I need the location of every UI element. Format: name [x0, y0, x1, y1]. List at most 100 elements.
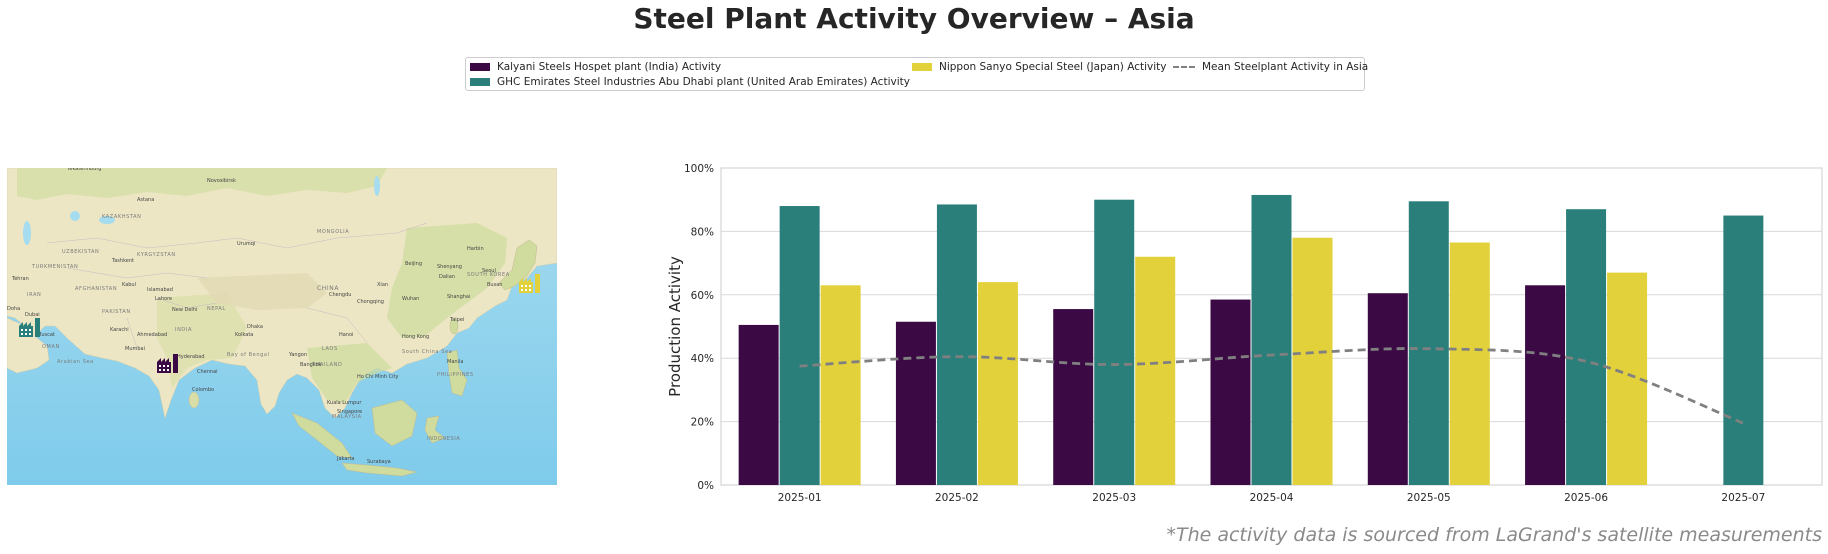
land-borneo: [371, 399, 418, 447]
x-tick-label: 2025-05: [1407, 492, 1451, 504]
factory-icon-nippon: [519, 274, 540, 293]
bar-ghc: [779, 206, 820, 486]
land-green-india: [157, 293, 247, 388]
land-green-north: [17, 168, 387, 200]
bar-nippon: [820, 285, 861, 485]
svg-text:Jakarta: Jakarta: [336, 456, 355, 462]
x-tick-label: 2025-03: [1092, 492, 1136, 504]
legend-label-ghc: GHC Emirates Steel Industries Abu Dhabi …: [497, 76, 910, 88]
svg-text:Islamabad: Islamabad: [147, 287, 173, 293]
svg-text:Bay of Bengal: Bay of Bengal: [227, 352, 270, 358]
bar-kalyani: [1525, 285, 1566, 485]
svg-text:Seoul: Seoul: [482, 268, 496, 274]
bar-kalyani: [1210, 299, 1251, 485]
svg-text:South China Sea: South China Sea: [402, 349, 452, 355]
country-borders: [46, 222, 428, 349]
svg-text:Arabian Sea: Arabian Sea: [57, 359, 94, 365]
asia-map: KAZAKHSTAN MONGOLIA CHINA INDIA TURKMENI…: [7, 168, 557, 485]
bar-nippon: [1449, 242, 1490, 485]
y-tick-label: 80%: [691, 226, 714, 238]
bar-ghc: [1723, 215, 1764, 486]
map-svg: KAZAKHSTAN MONGOLIA CHINA INDIA TURKMENI…: [7, 168, 557, 485]
svg-text:Tashkent: Tashkent: [111, 258, 134, 264]
x-tick-label: 2025-07: [1721, 492, 1765, 504]
land-green-east: [387, 223, 507, 338]
svg-text:Wuhan: Wuhan: [402, 296, 419, 302]
svg-text:Novosibirsk: Novosibirsk: [207, 178, 236, 184]
legend-label-kalyani: Kalyani Steels Hospet plant (India) Acti…: [497, 61, 722, 73]
svg-text:LAOS: LAOS: [322, 346, 338, 352]
x-tick-label: 2025-04: [1250, 492, 1294, 504]
svg-text:Harbin: Harbin: [467, 246, 484, 252]
bar-nippon: [977, 282, 1018, 485]
y-tick-label: 40%: [691, 353, 714, 365]
svg-text:MALAYSIA: MALAYSIA: [332, 414, 362, 420]
bar-kalyani: [1053, 309, 1094, 485]
svg-text:Astana: Astana: [137, 197, 154, 203]
bar-ghc: [1251, 194, 1292, 485]
legend-line-mean: [1173, 66, 1195, 68]
svg-text:Dubai: Dubai: [25, 312, 40, 318]
svg-text:Mumbai: Mumbai: [125, 346, 145, 352]
land-philippines: [446, 349, 468, 397]
svg-text:Shanghai: Shanghai: [447, 294, 470, 300]
svg-text:AFGHANISTAN: AFGHANISTAN: [75, 286, 117, 292]
legend-label-nippon: Nippon Sanyo Special Steel (Japan) Activ…: [939, 61, 1167, 73]
legend-label-mean: Mean Steelplant Activity in Asia: [1202, 61, 1369, 73]
aral-sea: [70, 211, 80, 221]
svg-text:Karachi: Karachi: [110, 327, 129, 333]
svg-text:KYRGYZSTAN: KYRGYZSTAN: [137, 252, 176, 258]
svg-text:Colombo: Colombo: [192, 387, 214, 393]
lake-balkhash: [99, 216, 115, 224]
legend-item-ghc: GHC Emirates Steel Industries Abu Dhabi …: [470, 76, 910, 88]
svg-text:Xian: Xian: [377, 282, 388, 288]
svg-text:SOUTH KOREA: SOUTH KOREA: [467, 272, 510, 278]
svg-text:INDONESIA: INDONESIA: [427, 436, 460, 442]
y-tick-label: 0%: [697, 480, 714, 492]
y-tick-label: 100%: [684, 163, 714, 175]
bar-ghc: [1566, 209, 1607, 485]
footnote: *The activity data is sourced from LaGra…: [1166, 524, 1822, 546]
svg-text:New Delhi: New Delhi: [172, 307, 197, 313]
svg-text:Urumqi: Urumqi: [237, 241, 255, 247]
y-axis-label: Production Activity: [666, 256, 684, 397]
svg-text:Chongqing: Chongqing: [357, 299, 384, 305]
svg-text:IRAN: IRAN: [27, 292, 41, 298]
svg-text:Kabul: Kabul: [122, 282, 136, 288]
legend-item-kalyani: Kalyani Steels Hospet plant (India) Acti…: [470, 61, 721, 73]
svg-text:Chengdu: Chengdu: [329, 292, 351, 298]
legend-swatch-nippon: [912, 63, 932, 71]
land-sri-lanka: [188, 391, 200, 409]
svg-text:MONGOLIA: MONGOLIA: [317, 229, 349, 235]
svg-text:Doha: Doha: [7, 306, 20, 312]
svg-text:Lahore: Lahore: [155, 296, 172, 302]
svg-text:Kuala Lumpur: Kuala Lumpur: [327, 400, 362, 406]
y-tick-label: 60%: [691, 290, 714, 302]
bar-kalyani: [1367, 293, 1408, 485]
x-tick-label: 2025-06: [1564, 492, 1608, 504]
svg-text:Kolkata: Kolkata: [235, 332, 253, 338]
caspian-sea: [23, 221, 31, 245]
legend: Kalyani Steels Hospet plant (India) Acti…: [465, 57, 1368, 91]
lake-baikal: [374, 176, 380, 196]
svg-text:PAKISTAN: PAKISTAN: [102, 309, 131, 315]
svg-text:Surabaya: Surabaya: [367, 459, 391, 465]
legend-item-mean: Mean Steelplant Activity in Asia: [1173, 61, 1368, 73]
legend-swatch-ghc: [470, 78, 490, 86]
svg-text:Bangkok: Bangkok: [300, 362, 322, 368]
svg-text:Taipei: Taipei: [449, 317, 464, 323]
city-labels: Yekaterinburg Novosibirsk Astana Urumqi …: [7, 168, 502, 465]
land-taiwan: [449, 317, 459, 335]
svg-text:Yangon: Yangon: [288, 352, 307, 358]
bar-nippon: [1292, 237, 1333, 485]
svg-text:Hanoi: Hanoi: [339, 332, 353, 338]
x-tick-label: 2025-01: [778, 492, 822, 504]
svg-text:KAZAKHSTAN: KAZAKHSTAN: [102, 214, 142, 220]
land-sumatra: [291, 412, 353, 459]
svg-text:Dalian: Dalian: [439, 274, 455, 280]
svg-text:Shenyang: Shenyang: [437, 264, 462, 270]
y-tick-label: 20%: [691, 417, 714, 429]
svg-text:Ahmedabad: Ahmedabad: [137, 332, 167, 338]
svg-text:OMAN: OMAN: [42, 344, 60, 350]
